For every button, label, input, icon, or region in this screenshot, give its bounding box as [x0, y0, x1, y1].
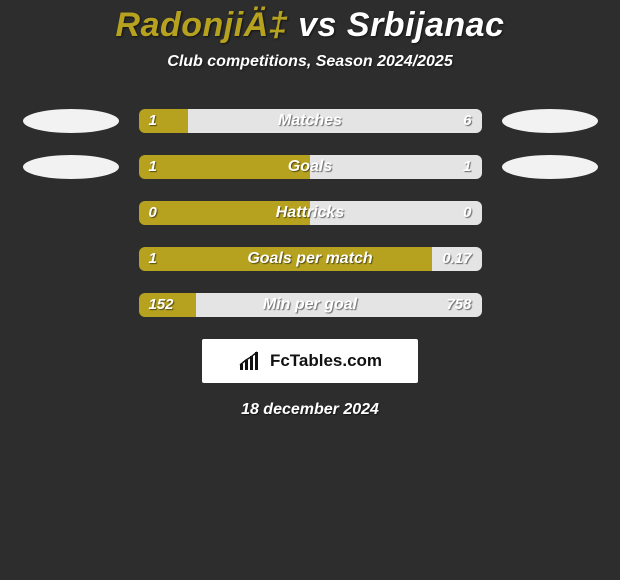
stat-row: 16Matches [23, 109, 598, 133]
stats-comparison: RadonjiÄ‡ vs Srbijanac Club competitions… [0, 0, 620, 419]
title-right-player: Srbijanac [347, 6, 505, 44]
stat-row: 11Goals [23, 155, 598, 179]
value-right: 6 [453, 109, 481, 133]
value-right: 1 [453, 155, 481, 179]
avatar-right [502, 109, 598, 133]
value-right: 0.17 [432, 247, 481, 271]
avatar-left [23, 109, 119, 133]
value-left: 0 [139, 201, 167, 225]
stat-row: 00Hattricks [23, 201, 598, 225]
page-title: RadonjiÄ‡ vs Srbijanac [0, 6, 620, 45]
bar-wrap [139, 155, 482, 179]
value-right: 0 [453, 201, 481, 225]
avatar-left [23, 155, 119, 179]
bar-wrap [139, 109, 482, 133]
value-left: 1 [139, 247, 167, 271]
bar-right [188, 109, 482, 133]
logo-text: FcTables.com [270, 351, 382, 371]
snapshot-date: 18 december 2024 [0, 401, 620, 419]
stat-row: 152758Min per goal [23, 293, 598, 317]
stat-row: 10.17Goals per match [23, 247, 598, 271]
subtitle: Club competitions, Season 2024/2025 [0, 53, 620, 71]
comparison-bars: 16Matches11Goals00Hattricks10.17Goals pe… [23, 109, 598, 317]
value-left: 1 [139, 109, 167, 133]
bar-wrap [139, 247, 482, 271]
title-left-player: RadonjiÄ‡ [116, 6, 289, 44]
source-logo: FcTables.com [202, 339, 418, 383]
bar-left [139, 247, 432, 271]
avatar-right [502, 155, 598, 179]
value-left: 1 [139, 155, 167, 179]
value-right: 758 [436, 293, 481, 317]
bar-wrap [139, 201, 482, 225]
bar-wrap [139, 293, 482, 317]
title-vs: vs [298, 6, 337, 44]
value-left: 152 [139, 293, 184, 317]
bar-chart-icon [238, 350, 264, 372]
